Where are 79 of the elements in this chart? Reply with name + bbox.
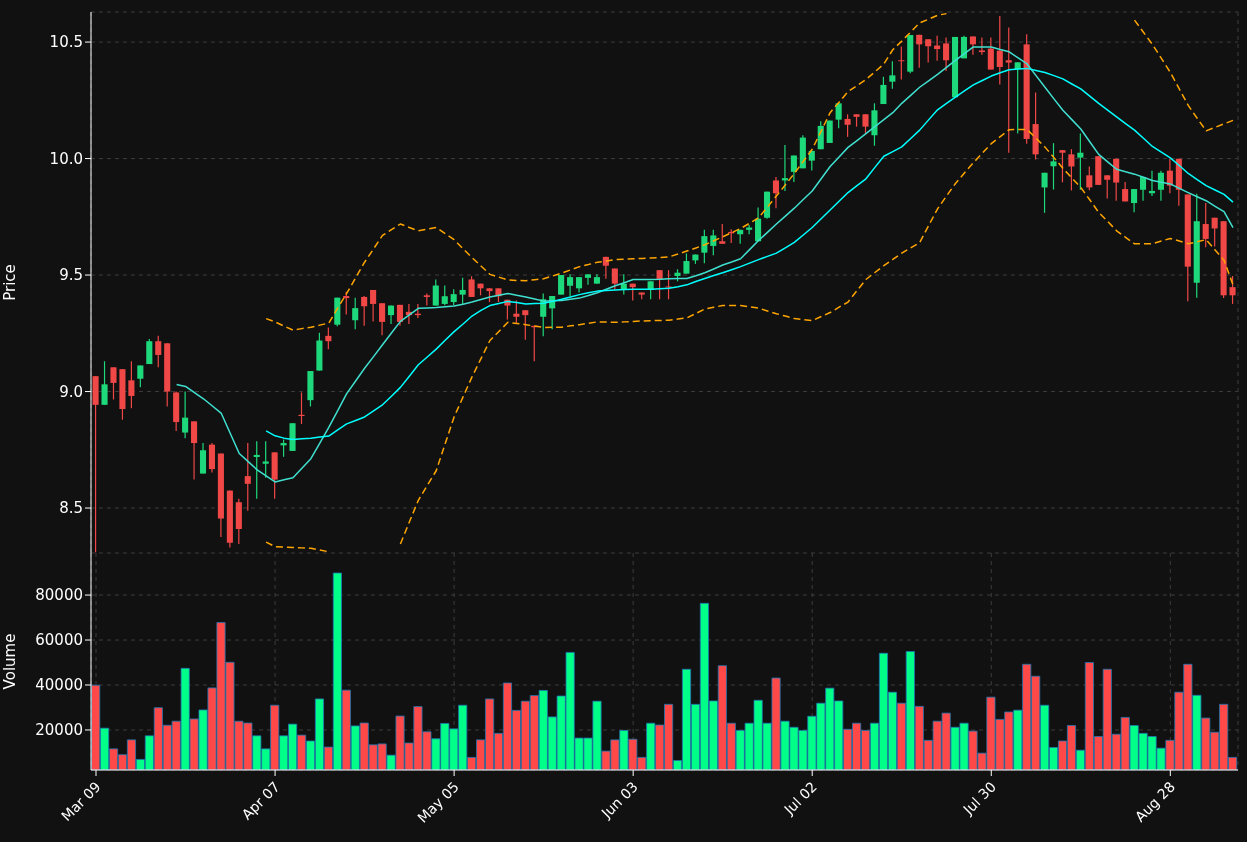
candlestick [298,391,305,425]
x-tick-label: Jun 03 [597,778,641,822]
candlestick [978,36,985,56]
candlestick [1211,217,1218,248]
candlestick [253,440,260,500]
candlestick [1041,172,1048,214]
candlestick [1059,149,1066,183]
candlestick [137,364,144,388]
candlestick [558,274,565,296]
y-tick-label: 9.5 [59,266,83,285]
candlestick [1113,158,1120,202]
x-tick-label: Jul 02 [780,778,820,819]
candlestick [1104,174,1111,200]
candlestick [584,273,592,286]
candlestick [191,420,198,481]
candlestick [361,295,368,327]
candlestick [101,360,108,406]
y-tick-label: 60000 [35,631,83,650]
y-tick-label: 9.0 [59,382,83,401]
candlestick [522,309,529,341]
candlestick [441,284,448,306]
candlestick [844,113,851,138]
candlestick [199,442,207,475]
candlestick [370,289,377,323]
candlestick [996,15,1003,86]
candlestick [790,154,797,183]
candlestick [701,229,708,264]
candlestick [146,338,153,365]
y-tick-label: 40000 [35,676,83,695]
candlestick [620,273,627,296]
candlestick [513,299,520,324]
candlestick [567,273,574,297]
candlestick [665,269,672,300]
candlestick [1050,142,1057,191]
candlestick [987,36,994,71]
candlestick [772,176,780,209]
x-tick-label: Jul 30 [959,778,1000,819]
candlestick [1014,61,1021,135]
candlestick [1229,275,1236,305]
candlestick [925,38,932,64]
y-axis-title: Price [1,264,20,301]
candlestick [1202,202,1209,248]
candlestick [128,360,135,409]
candlestick [943,36,950,72]
candlestick [1131,188,1138,213]
candlestick [683,252,690,275]
y-tick-label: 80000 [35,586,83,605]
candlestick [244,442,251,512]
candlestick [110,366,117,401]
candlestick [880,76,887,105]
candlestick [719,223,726,245]
candlestick [1086,165,1093,191]
candlestick [835,102,842,129]
candlestick [862,113,869,135]
candlestick [1157,170,1164,202]
candlestick [1005,26,1012,154]
candlestick [155,335,162,368]
candlestick [352,297,359,330]
y-tick-label: 10.5 [49,33,83,52]
candlestick [898,45,905,81]
candlestick [916,34,923,69]
candlestick [710,229,717,256]
candlestick [1068,148,1075,192]
candlestick [325,326,332,350]
candlestick [379,302,386,336]
y-axis-title: Volume [1,633,20,690]
candlestick [1077,133,1084,191]
y-tick-label: 20000 [35,721,83,740]
candlestick [182,390,189,439]
x-tick-label: Apr 07 [238,778,283,823]
candlestick [889,60,896,90]
candlestick [468,275,475,298]
candlestick [969,35,976,56]
candlestick [459,277,466,305]
candlestick [262,440,269,479]
x-tick-label: Mar 09 [58,778,104,825]
y-tick-label: 8.5 [59,499,83,518]
candlestick [432,278,439,307]
y-tick-label: 10.0 [49,149,83,168]
